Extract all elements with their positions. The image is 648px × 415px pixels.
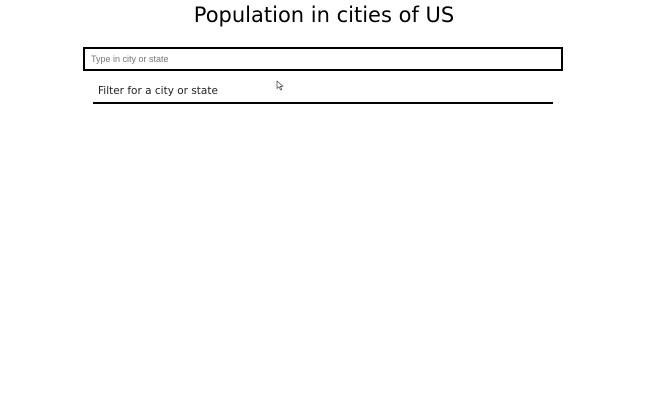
page-title: Population in cities of US: [193, 3, 455, 27]
suggestions-list: Filter for a city or state: [93, 81, 553, 104]
list-item[interactable]: Filter for a city or state: [93, 81, 553, 104]
mouse-pointer-icon: [276, 80, 284, 91]
search-input[interactable]: [83, 47, 563, 71]
